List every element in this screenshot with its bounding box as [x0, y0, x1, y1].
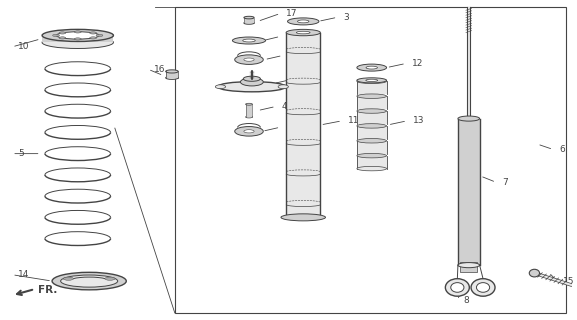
Ellipse shape	[215, 85, 226, 89]
Ellipse shape	[246, 116, 252, 118]
Ellipse shape	[96, 34, 103, 36]
Ellipse shape	[57, 32, 99, 39]
Text: 17: 17	[286, 9, 298, 18]
Text: 15: 15	[563, 276, 575, 285]
Ellipse shape	[357, 109, 387, 113]
Ellipse shape	[366, 66, 377, 69]
Ellipse shape	[357, 94, 387, 99]
Text: 8: 8	[463, 296, 469, 305]
Ellipse shape	[42, 29, 114, 42]
Ellipse shape	[357, 78, 387, 83]
Text: 12: 12	[411, 59, 423, 68]
Ellipse shape	[52, 272, 126, 290]
Text: FR.: FR.	[38, 285, 57, 295]
Ellipse shape	[246, 103, 252, 105]
Ellipse shape	[244, 58, 254, 61]
Ellipse shape	[74, 31, 81, 33]
Bar	[460, 262, 477, 271]
Ellipse shape	[244, 22, 254, 24]
Ellipse shape	[89, 37, 96, 39]
Ellipse shape	[243, 76, 260, 81]
Text: 2: 2	[286, 123, 292, 132]
Bar	[42, 36, 114, 43]
Ellipse shape	[278, 85, 288, 89]
Text: 7: 7	[502, 178, 508, 187]
Ellipse shape	[59, 37, 66, 39]
Ellipse shape	[281, 214, 325, 221]
Ellipse shape	[218, 82, 286, 92]
Text: 6: 6	[559, 145, 565, 154]
Ellipse shape	[477, 283, 490, 292]
Bar	[166, 71, 178, 78]
Ellipse shape	[298, 20, 309, 23]
Text: 11: 11	[348, 116, 359, 125]
Text: 14: 14	[18, 270, 29, 279]
Ellipse shape	[529, 269, 539, 277]
Ellipse shape	[357, 153, 387, 158]
Text: 2: 2	[288, 51, 294, 60]
Ellipse shape	[244, 16, 254, 19]
Ellipse shape	[59, 32, 66, 34]
Text: 5: 5	[18, 149, 24, 158]
Ellipse shape	[243, 39, 255, 42]
Bar	[467, 7, 470, 119]
Bar	[357, 111, 387, 124]
Ellipse shape	[445, 279, 469, 296]
Bar	[245, 17, 253, 23]
Bar	[175, 7, 566, 313]
Text: 1: 1	[286, 32, 292, 41]
Ellipse shape	[471, 279, 495, 296]
Bar	[357, 81, 387, 94]
Ellipse shape	[74, 38, 81, 40]
Ellipse shape	[42, 36, 114, 49]
Ellipse shape	[357, 139, 387, 143]
Ellipse shape	[458, 116, 479, 121]
Text: 16: 16	[153, 65, 165, 74]
Ellipse shape	[53, 34, 59, 36]
Ellipse shape	[357, 64, 387, 71]
Text: 4: 4	[282, 102, 287, 111]
Ellipse shape	[166, 70, 178, 73]
Bar	[357, 141, 387, 154]
Ellipse shape	[287, 18, 319, 25]
Bar	[286, 33, 320, 217]
Ellipse shape	[357, 79, 387, 84]
Text: 10: 10	[18, 42, 29, 52]
Ellipse shape	[241, 78, 263, 86]
Ellipse shape	[235, 126, 263, 136]
Bar	[246, 104, 252, 117]
Ellipse shape	[357, 166, 387, 171]
Ellipse shape	[89, 32, 96, 34]
Ellipse shape	[63, 277, 73, 280]
Bar	[357, 96, 387, 109]
Text: 9: 9	[298, 75, 304, 84]
Ellipse shape	[458, 263, 479, 268]
Text: 3: 3	[343, 13, 349, 22]
Ellipse shape	[297, 31, 310, 34]
Bar	[357, 126, 387, 139]
Ellipse shape	[61, 275, 118, 287]
Ellipse shape	[105, 277, 115, 280]
Bar	[458, 119, 479, 265]
Ellipse shape	[451, 283, 464, 292]
Ellipse shape	[166, 76, 178, 79]
Ellipse shape	[235, 55, 263, 64]
Ellipse shape	[286, 29, 320, 36]
Text: 13: 13	[413, 116, 424, 125]
Ellipse shape	[233, 37, 265, 44]
Bar	[357, 156, 387, 169]
Ellipse shape	[244, 130, 254, 133]
Ellipse shape	[357, 124, 387, 128]
Ellipse shape	[366, 79, 378, 82]
